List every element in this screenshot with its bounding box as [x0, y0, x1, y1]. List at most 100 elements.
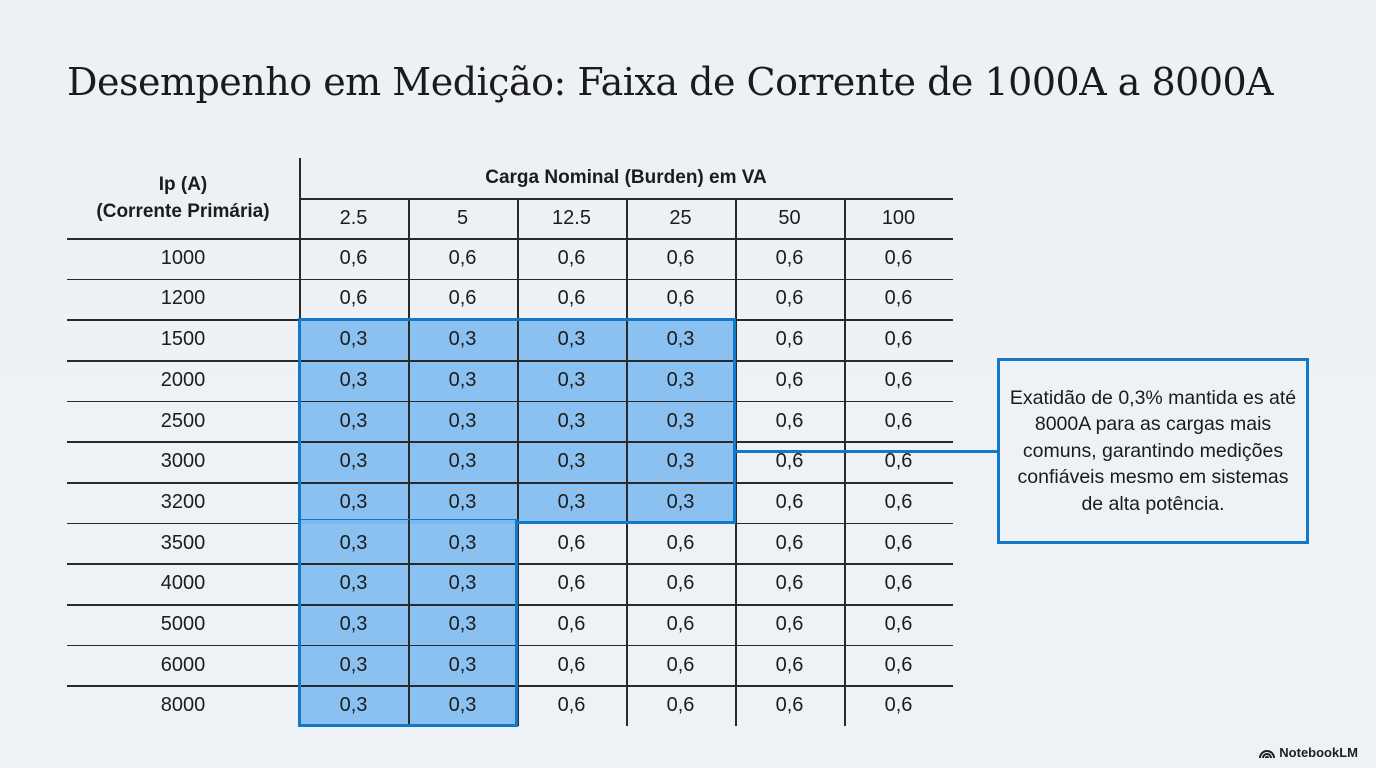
highlight-cell: [626, 319, 735, 360]
highlight-cell: [408, 685, 517, 727]
table-cell: 0,6: [884, 246, 913, 269]
grid-line: [67, 278, 953, 281]
column-header: 100: [881, 206, 916, 229]
column-header: 2.5: [339, 206, 368, 229]
group-header: Carga Nominal (Burden) em VA: [485, 167, 767, 188]
highlight-cell: [517, 482, 626, 523]
row-ip-value: 8000: [160, 694, 206, 717]
row-header-line2: (Corrente Primária): [96, 201, 270, 222]
accuracy-table: Ip (A) (Corrente Primária) Carga Nominal…: [67, 158, 953, 728]
highlight-cell: [626, 441, 735, 482]
table-cell: 0,6: [339, 287, 368, 310]
table-cell: 0,3: [339, 450, 368, 473]
table-cell: 0,3: [448, 612, 477, 635]
table-cell: 0,6: [448, 287, 477, 310]
table-cell: 0,6: [557, 287, 586, 310]
table-cell: 0,6: [884, 490, 913, 513]
table-cell: 0,6: [666, 287, 695, 310]
table-cell: 0,3: [339, 328, 368, 351]
highlight-cell: [408, 319, 517, 360]
highlight-cell: [517, 319, 626, 360]
row-ip-value: 3200: [160, 490, 206, 513]
notebooklm-logo-icon: [1259, 749, 1276, 758]
grid-line: [626, 198, 628, 727]
table-cell: 0,6: [448, 246, 477, 269]
highlight-cell: [408, 400, 517, 442]
table-cell: 0,3: [557, 450, 586, 473]
grid-line: [67, 400, 953, 403]
table-cell: 0,6: [666, 612, 695, 635]
table-cell: 0,3: [448, 572, 477, 595]
highlight-cell: [408, 563, 517, 605]
highlight-cell: [626, 400, 735, 442]
table-cell: 0,3: [339, 490, 368, 513]
grid-line: [67, 644, 953, 647]
row-ip-value: 1000: [160, 246, 206, 269]
table-cell: 0,3: [557, 409, 586, 432]
table-cell: 0,6: [775, 246, 804, 269]
table-cell: 0,3: [339, 531, 368, 554]
row-ip-value: 3500: [160, 531, 206, 554]
grid-line: [67, 441, 953, 443]
table-cell: 0,6: [884, 409, 913, 432]
table-cell: 0,6: [557, 612, 586, 635]
grid-line: [67, 360, 953, 362]
highlight-cell: [408, 360, 517, 401]
grid-line: [67, 604, 953, 606]
table-cell: 0,6: [775, 572, 804, 595]
highlight-cell: [299, 441, 408, 482]
row-ip-value: 2500: [160, 409, 206, 432]
highlight-cell: [299, 319, 408, 360]
highlight-cell: [408, 441, 517, 482]
table-cell: 0,6: [775, 490, 804, 513]
table-cell: 0,6: [666, 531, 695, 554]
highlight-cell: [299, 685, 408, 727]
table-cell: 0,3: [557, 490, 586, 513]
row-ip-value: 1500: [160, 328, 206, 351]
grid-line: [67, 685, 953, 687]
row-ip-value: 3000: [160, 450, 206, 473]
highlight-cell: [408, 522, 517, 564]
grid-line: [67, 563, 953, 565]
table-cell: 0,3: [339, 572, 368, 595]
table-cell: 0,6: [557, 531, 586, 554]
table-cell: 0,3: [448, 653, 477, 676]
table-cell: 0,3: [339, 409, 368, 432]
column-header: 5: [456, 206, 469, 229]
row-header: Ip (A) (Corrente Primária): [67, 158, 299, 238]
column-header: 25: [669, 206, 692, 229]
table-cell: 0,6: [884, 531, 913, 554]
table-cell: 0,3: [557, 328, 586, 351]
table-cell: 0,6: [884, 612, 913, 635]
table-cell: 0,3: [448, 531, 477, 554]
highlight-cell: [626, 482, 735, 523]
table-cell: 0,6: [884, 653, 913, 676]
callout-box: Exatidão de 0,3% mantida es até 8000A pa…: [997, 358, 1309, 544]
column-header: 50: [778, 206, 801, 229]
table-cell: 0,3: [666, 368, 695, 391]
row-header-line1: Ip (A): [158, 174, 208, 195]
table-cell: 0,3: [448, 368, 477, 391]
table-cell: 0,6: [775, 694, 804, 717]
table-cell: 0,6: [339, 246, 368, 269]
grid-line: [517, 198, 519, 727]
table-cell: 0,6: [884, 694, 913, 717]
highlight-cell: [299, 360, 408, 401]
table-cell: 0,6: [666, 246, 695, 269]
row-ip-value: 6000: [160, 653, 206, 676]
table-cell: 0,3: [339, 368, 368, 391]
table-cell: 0,6: [557, 653, 586, 676]
table-cell: 0,6: [775, 612, 804, 635]
brand-badge: NotebookLM: [1259, 745, 1358, 760]
highlight-cell: [408, 644, 517, 686]
grid-line: [844, 198, 846, 727]
table-cell: 0,3: [448, 450, 477, 473]
table-cell: 0,6: [557, 246, 586, 269]
row-ip-value: 4000: [160, 572, 206, 595]
grid-line: [408, 519, 410, 525]
table-cell: 0,3: [448, 490, 477, 513]
table-cell: 0,6: [775, 450, 804, 473]
row-ip-value: 1200: [160, 287, 206, 310]
table-cell: 0,3: [339, 653, 368, 676]
table-cell: 0,6: [775, 287, 804, 310]
